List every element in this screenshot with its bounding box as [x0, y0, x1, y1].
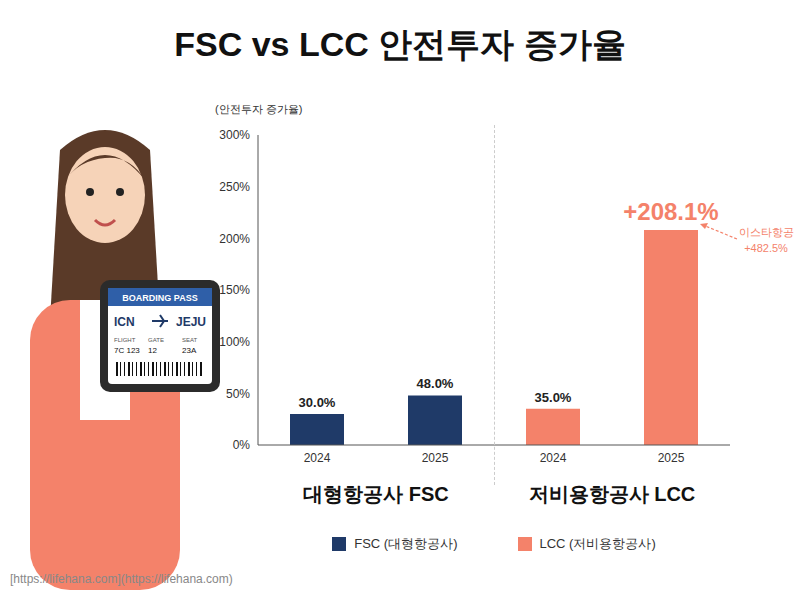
svg-text:100%: 100%: [219, 335, 250, 349]
svg-text:JEJU: JEJU: [176, 315, 206, 329]
svg-text:12: 12: [148, 346, 157, 355]
svg-text:GATE: GATE: [148, 337, 164, 343]
svg-text:FLIGHT: FLIGHT: [114, 337, 136, 343]
svg-text:30.0%: 30.0%: [299, 395, 336, 410]
svg-text:2025: 2025: [422, 451, 449, 465]
svg-text:+208.1%: +208.1%: [623, 198, 718, 225]
svg-text:2024: 2024: [540, 451, 567, 465]
svg-text:300%: 300%: [219, 128, 250, 142]
svg-text:35.0%: 35.0%: [535, 390, 572, 405]
html-text:LCC (저비용항공사): LCC (저비용항공사): [539, 536, 656, 551]
svg-text:48.0%: 48.0%: [417, 376, 454, 391]
html-text:이스타항공: 이스타항공: [738, 226, 794, 238]
html-text:FSC (대형항공사): FSC (대형항공사): [354, 536, 458, 551]
svg-text:ICN: ICN: [114, 315, 135, 329]
svg-text:50%: 50%: [226, 387, 250, 401]
svg-text:SEAT: SEAT: [182, 337, 198, 343]
svg-text:2024: 2024: [304, 451, 331, 465]
html-text:(안전투자 증가율): (안전투자 증가율): [215, 103, 303, 115]
html-text:대형항공사 FSC: 대형항공사 FSC: [303, 483, 449, 505]
svg-text:7C 123: 7C 123: [114, 346, 140, 355]
svg-text:200%: 200%: [219, 232, 250, 246]
html-text:+482.5%: +482.5%: [744, 242, 788, 254]
html-text:FSC vs LCC 안전투자 증가율: FSC vs LCC 안전투자 증가율: [174, 25, 626, 63]
svg-text:BOARDING PASS: BOARDING PASS: [122, 293, 197, 303]
html-text:저비용항공사 LCC: 저비용항공사 LCC: [528, 483, 696, 505]
html-text:[https://lifehana.com](https:/: [https://lifehana.com](https://lifehana.…: [10, 572, 233, 586]
svg-text:250%: 250%: [219, 180, 250, 194]
svg-text:0%: 0%: [233, 438, 251, 452]
svg-text:2025: 2025: [658, 451, 685, 465]
svg-text:23A: 23A: [182, 346, 197, 355]
svg-text:150%: 150%: [219, 283, 250, 297]
